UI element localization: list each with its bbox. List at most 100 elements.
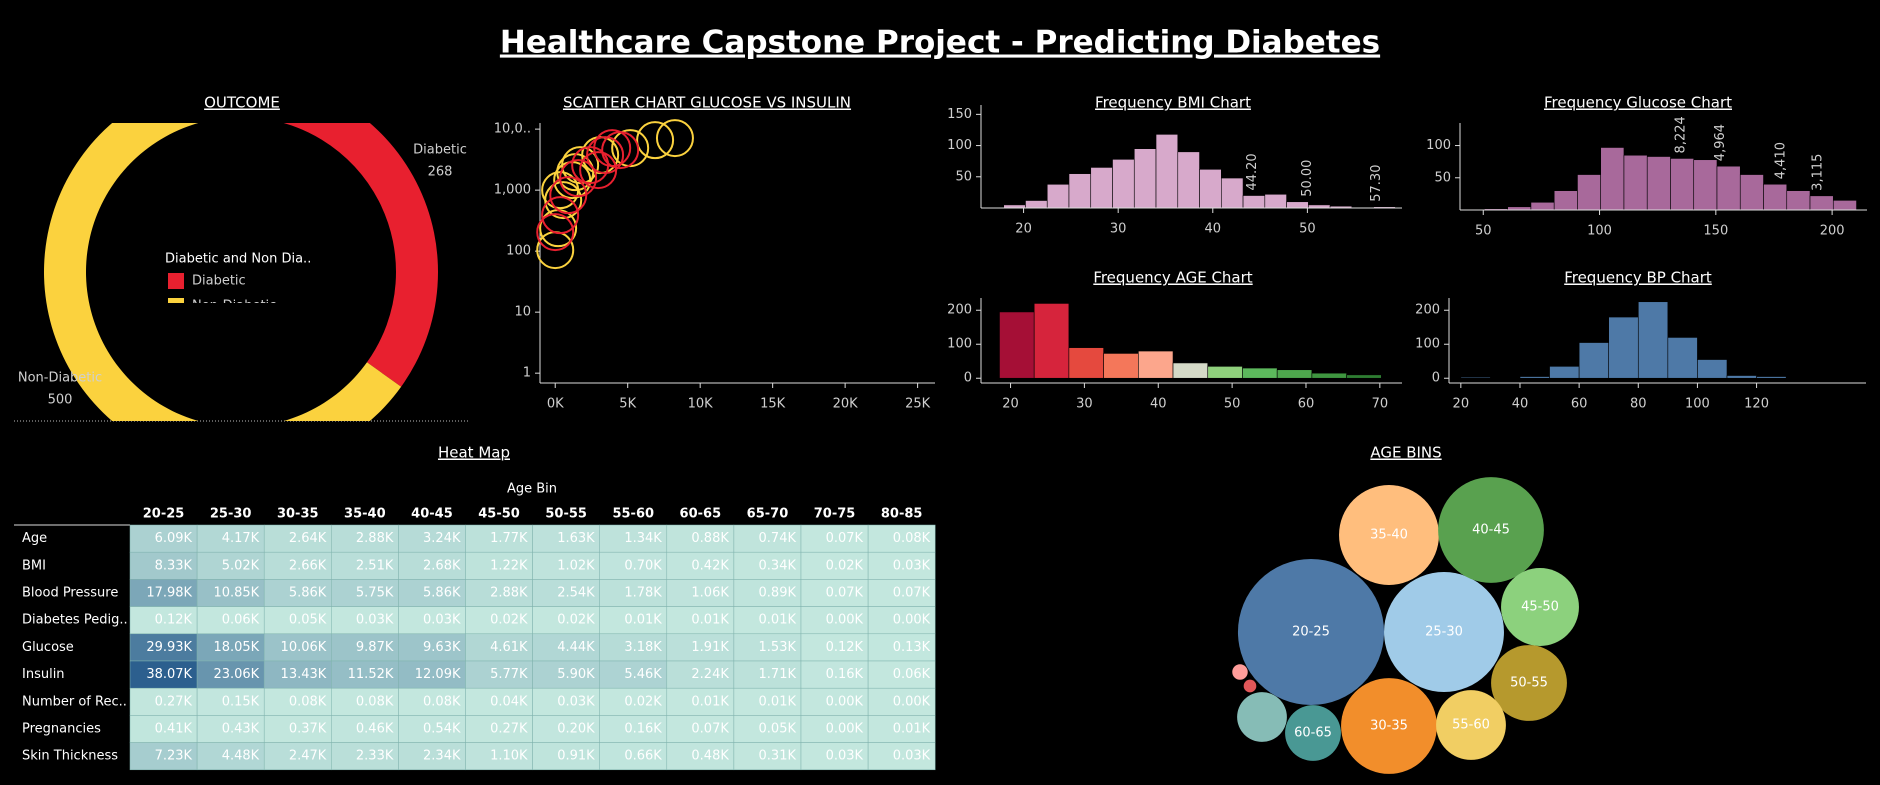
cell-label: 0.31K <box>759 749 797 764</box>
histogram-bar <box>1530 201 1555 211</box>
x-tick-label: 30 <box>1076 397 1093 412</box>
cell-label: 0.01K <box>759 694 797 709</box>
cell-label: 0.03K <box>356 613 394 628</box>
histogram-bar <box>1133 148 1157 209</box>
cell-label: 0.07K <box>893 586 931 601</box>
histogram-bar <box>1786 190 1811 211</box>
bubble <box>1501 568 1579 646</box>
heatmap-cell <box>263 742 332 771</box>
cell-label: 0.43K <box>222 722 260 737</box>
slice-value: 268 <box>428 165 453 180</box>
pane-title: OUTCOME <box>204 94 280 112</box>
heatmap-cell <box>532 687 600 716</box>
cell-label: 0.05K <box>759 722 797 737</box>
cell-label: 5.75K <box>356 586 394 601</box>
y-tick-label: 100 <box>506 244 531 259</box>
cell-label: 0.00K <box>826 722 864 737</box>
heatmap-cell <box>465 551 533 580</box>
pie-area <box>44 123 438 421</box>
x-tick-label: 50 <box>1224 397 1241 412</box>
heatmap-cell <box>733 742 802 771</box>
column-label: 35-40 <box>344 507 386 522</box>
y-tick-label: 100 <box>947 337 972 352</box>
pane-title: Frequency BP Chart <box>1564 269 1712 287</box>
heatmap-cell <box>196 633 265 662</box>
cell-label: 2.47K <box>289 749 327 764</box>
histogram-bar <box>1177 151 1200 209</box>
heatmap-cell <box>398 524 466 553</box>
bubble <box>1341 678 1437 774</box>
x-tick-label: 15K <box>760 397 786 412</box>
annotation: 3,115 <box>1811 154 1826 191</box>
heatmap-cell <box>532 715 600 743</box>
cell-label: 13.43K <box>281 667 327 682</box>
cell-label: 0.88K <box>691 531 729 546</box>
heatmap-cell <box>666 742 735 771</box>
heatmap-cell <box>867 687 936 716</box>
histogram-bar <box>1025 200 1048 209</box>
cell-label: 0.03K <box>826 749 864 764</box>
heatmap-cell <box>733 606 802 635</box>
cell-label: 1.53K <box>759 640 797 655</box>
scatter-point <box>593 129 632 168</box>
x-tick-label: 80 <box>1630 397 1647 412</box>
y-tick-label: 50 <box>1434 170 1451 185</box>
x-tick-label: 120 <box>1744 397 1769 412</box>
cell-label: 4.61K <box>490 640 528 655</box>
heatmap-cell <box>867 524 936 553</box>
pane-title: Frequency Glucose Chart <box>1544 94 1732 112</box>
heatmap-cell <box>867 579 936 607</box>
histogram-bar <box>1346 374 1382 379</box>
cell-label: 0.08K <box>289 694 327 709</box>
heatmap-cell <box>196 579 265 607</box>
cell-label: 0.04K <box>490 694 528 709</box>
cell-label: 0.02K <box>557 613 595 628</box>
legend-swatch <box>168 298 184 303</box>
histogram-bar <box>1112 159 1135 209</box>
heatmap-cell <box>599 715 668 743</box>
heatmap-cell <box>263 660 332 689</box>
cell-label: 0.74K <box>759 531 797 546</box>
bubble-label: 55-60 <box>1452 718 1490 733</box>
row-label: Blood Pressure <box>22 586 118 601</box>
x-tick-label: 25K <box>905 397 931 412</box>
heatmap-cell <box>129 524 198 553</box>
y-tick-label: 1 <box>523 366 531 381</box>
annotation: 4,964 <box>1713 124 1728 161</box>
histogram-bar <box>1103 353 1139 379</box>
cell-label: 0.91K <box>557 749 595 764</box>
x-tick-label: 60 <box>1571 397 1588 412</box>
cell-label: 0.16K <box>624 722 662 737</box>
donut-slice <box>44 123 402 421</box>
cell-label: 18.05K <box>213 640 259 655</box>
pane-title: AGE BINS <box>1370 444 1441 462</box>
histogram-bar <box>1199 168 1222 209</box>
cell-label: 4.17K <box>222 531 260 546</box>
cell-label: 0.66K <box>624 749 662 764</box>
cell-label: 0.01K <box>691 694 729 709</box>
heatmap-cell <box>129 742 198 771</box>
scatter-point <box>541 196 580 235</box>
heatmap-cell <box>800 687 869 716</box>
y-tick-label: 150 <box>947 107 972 122</box>
x-tick-label: 0K <box>547 397 564 412</box>
bubble-label: 45-50 <box>1521 600 1559 615</box>
heatmap-cell <box>465 660 533 689</box>
heatmap-cell <box>129 551 198 580</box>
cell-label: 10.85K <box>213 586 259 601</box>
heatmap-cell <box>129 633 198 662</box>
x-tick-label: 40 <box>1512 397 1529 412</box>
cell-label: 12.09K <box>415 667 461 682</box>
cell-label: 1.10K <box>490 749 528 764</box>
x-tick-label: 150 <box>1703 224 1728 239</box>
bubble <box>1237 558 1385 706</box>
heatmap-cell <box>532 524 600 553</box>
heatmap-cell <box>867 606 936 635</box>
cell-label: 0.48K <box>691 749 729 764</box>
slice-value: 500 <box>48 393 73 408</box>
cell-label: 3.24K <box>423 531 461 546</box>
legend-label: Non-Diabetic <box>192 299 276 314</box>
heatmap-cell <box>331 742 399 771</box>
heatmap-cell <box>331 660 399 689</box>
heatmap-cell <box>800 715 869 743</box>
